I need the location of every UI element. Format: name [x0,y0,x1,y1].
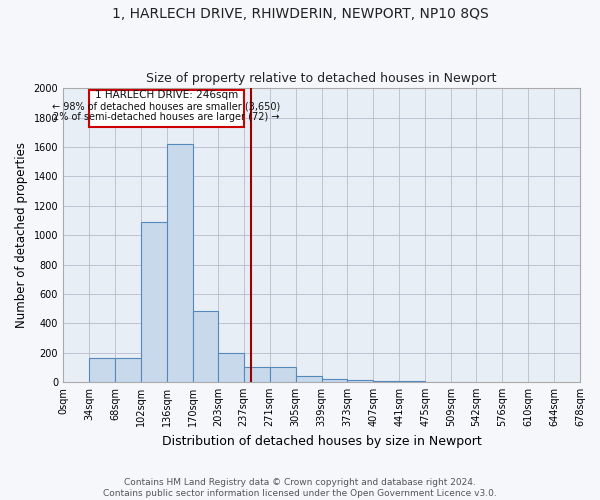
Y-axis label: Number of detached properties: Number of detached properties [15,142,28,328]
Bar [218,352,244,382]
Text: 1 HARLECH DRIVE: 246sqm: 1 HARLECH DRIVE: 246sqm [95,90,238,101]
Bar [347,380,373,382]
Bar [296,376,322,382]
Bar [167,144,193,382]
Text: 1, HARLECH DRIVE, RHIWDERIN, NEWPORT, NP10 8QS: 1, HARLECH DRIVE, RHIWDERIN, NEWPORT, NP… [112,8,488,22]
Text: ← 98% of detached houses are smaller (3,650): ← 98% of detached houses are smaller (3,… [52,102,280,112]
Bar [322,379,347,382]
X-axis label: Distribution of detached houses by size in Newport: Distribution of detached houses by size … [161,434,481,448]
Bar [193,312,218,382]
Bar [269,366,296,382]
Title: Size of property relative to detached houses in Newport: Size of property relative to detached ho… [146,72,497,85]
Bar [89,90,244,126]
Bar [373,381,399,382]
Bar [141,222,167,382]
Bar [244,366,269,382]
Text: Contains HM Land Registry data © Crown copyright and database right 2024.
Contai: Contains HM Land Registry data © Crown c… [103,478,497,498]
Bar [89,358,115,382]
Bar [115,358,141,382]
Text: 2% of semi-detached houses are larger (72) →: 2% of semi-detached houses are larger (7… [53,112,280,122]
